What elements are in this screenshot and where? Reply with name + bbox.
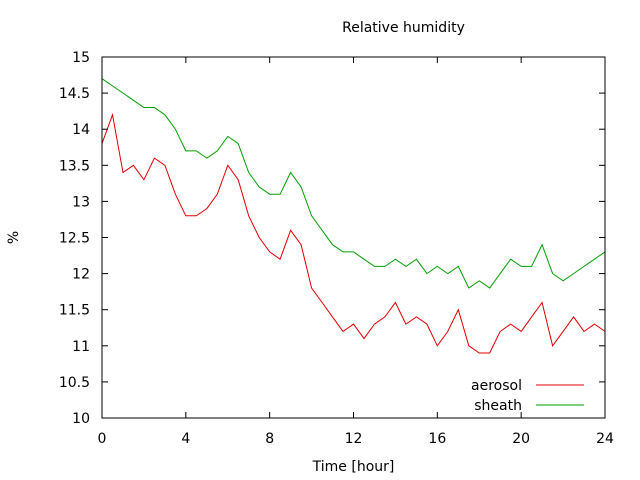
y-tick-label: 10.5 — [59, 375, 90, 391]
x-tick-label: 12 — [345, 431, 363, 447]
legend-label-aerosol: aerosol — [471, 378, 522, 394]
plot-frame — [101, 56, 606, 419]
y-tick-label: 12 — [72, 267, 90, 283]
legend-label-sheath: sheath — [474, 398, 522, 414]
y-tick-label: 13.5 — [59, 158, 90, 174]
series-line-sheath — [101, 78, 606, 289]
y-axis-title: % — [6, 231, 22, 244]
x-tick-label: 8 — [265, 431, 274, 447]
x-tick-label: 24 — [596, 431, 614, 447]
series-layer — [101, 78, 606, 354]
y-tick-label: 11.5 — [59, 303, 90, 319]
y-tick-label: 11 — [72, 339, 90, 355]
chart-title: Relative humidity — [342, 20, 465, 36]
x-tick-label: 4 — [181, 431, 190, 447]
y-tick-label: 12.5 — [59, 231, 90, 247]
x-tick-label: 20 — [512, 431, 530, 447]
series-line-aerosol — [101, 112, 606, 354]
x-axis-title: Time [hour] — [312, 459, 395, 475]
x-tick-label: 16 — [428, 431, 446, 447]
x-tick-label: 0 — [98, 431, 107, 447]
y-tick-label: 14.5 — [59, 86, 90, 102]
y-tick-label: 13 — [72, 194, 90, 210]
y-tick-label: 14 — [72, 122, 90, 138]
legend: aerosol sheath — [471, 378, 584, 414]
y-tick-label: 15 — [72, 50, 90, 66]
tick-layer: 0 4 8 12 16 20 24 10 10.5 11 11.5 12 12.5 13 13.5 14 14.… — [59, 50, 614, 447]
y-tick-label: 10 — [72, 411, 90, 427]
